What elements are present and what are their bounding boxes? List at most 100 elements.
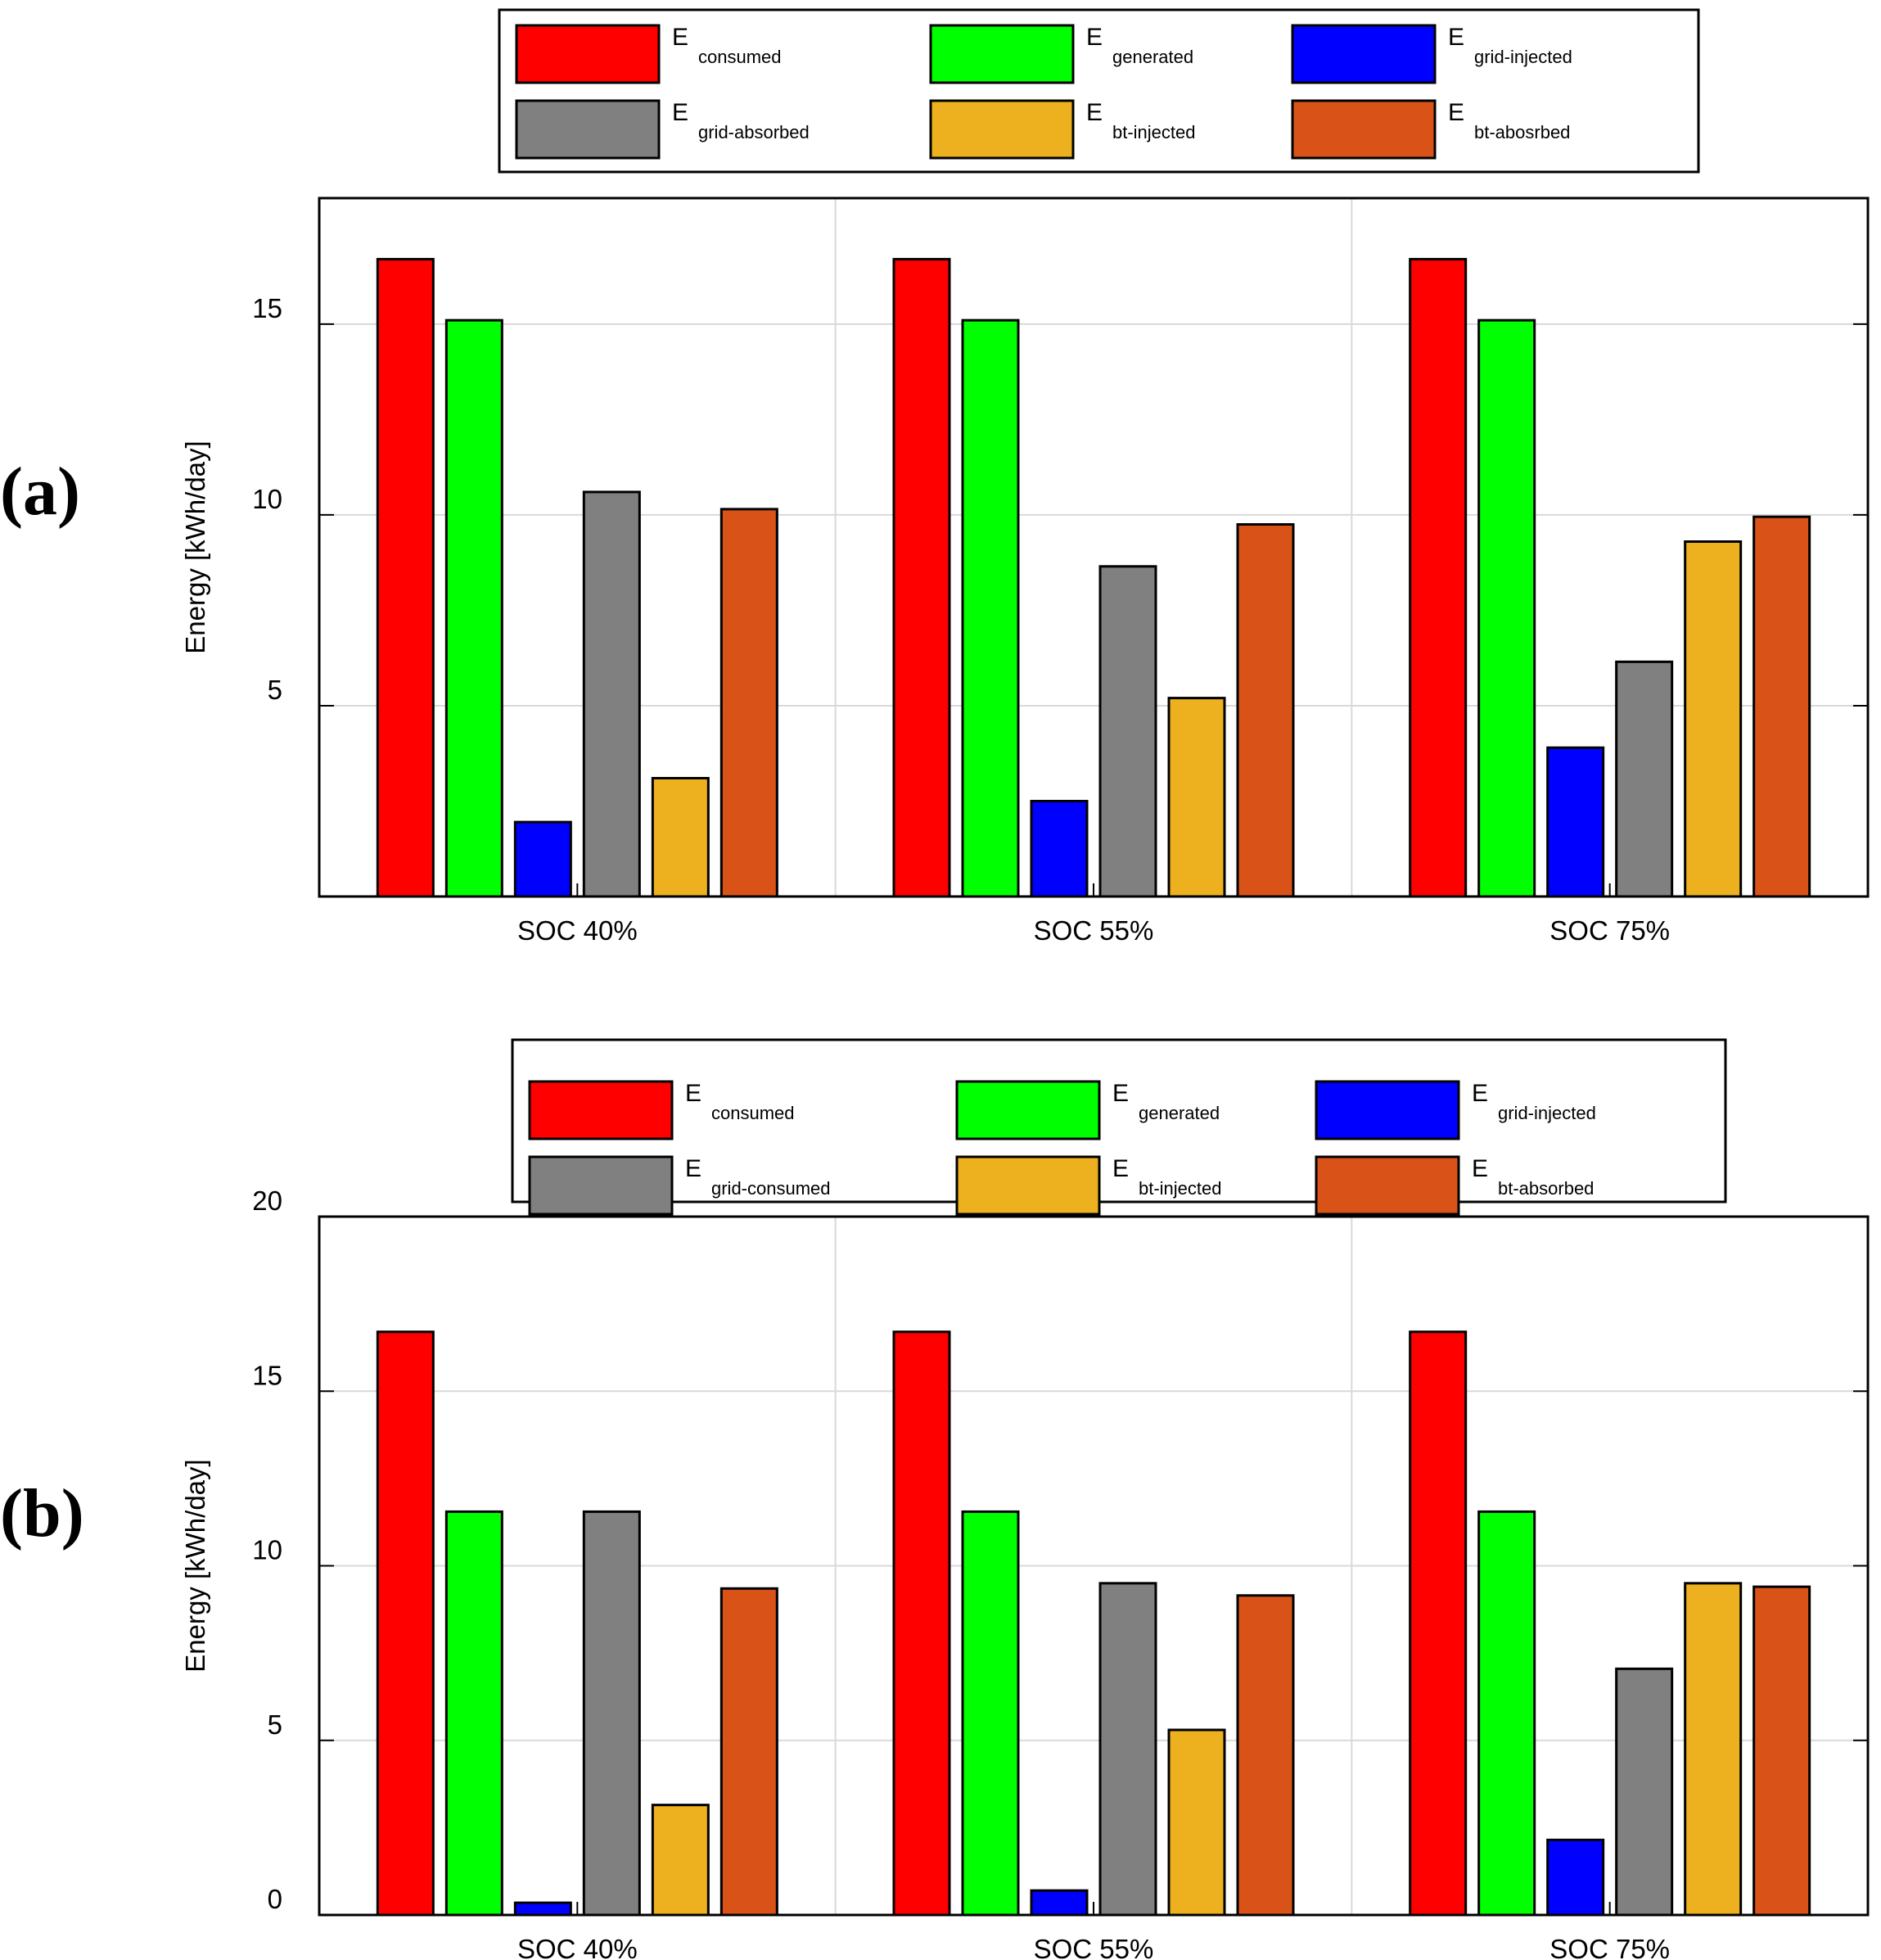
legend-label-main: E [685, 1155, 701, 1182]
legend-swatch [528, 1155, 674, 1216]
bar-consumed-soc-55- [892, 258, 951, 898]
bar-bt-injected-soc-75- [1684, 1582, 1743, 1917]
bar-generated-soc-55- [961, 1510, 1020, 1917]
legend-swatch [929, 99, 1075, 160]
legend-box [511, 1038, 1727, 1204]
x-tick-label: SOC 55% [1034, 915, 1154, 946]
bar-generated-soc-55- [961, 318, 1020, 898]
y-tick-label: 10 [252, 1535, 282, 1565]
legend-label-main: E [1086, 24, 1103, 51]
legend-swatch [515, 24, 661, 84]
bar-generated-soc-75- [1477, 1510, 1536, 1917]
legend-label-sub: consumed [711, 1103, 795, 1123]
panel-a: (a) 5 10 15 SOC 40% SOC 55% SOC 75% Energy [kWh… [0, 8, 1870, 946]
x-tick-label: SOC 40% [517, 1934, 638, 1960]
legend-label-main: E [1472, 1080, 1488, 1107]
legend: EconsumedEgeneratedEgrid-injectedEgrid-c… [511, 1038, 1727, 1216]
legend-label-sub: grid-injected [1474, 47, 1572, 67]
panel-label: (a) [0, 454, 80, 530]
bar-grid-consumed-soc-55- [1098, 1582, 1157, 1917]
legend-swatch [528, 1080, 674, 1140]
legend-item-bt-injected: Ebt-injected [929, 99, 1196, 160]
bar-grid-consumed-soc-75- [1615, 1667, 1674, 1917]
legend-label-main: E [1472, 1155, 1488, 1182]
plot-frame [318, 1215, 1870, 1917]
bar-bt-abosrbed-soc-40- [719, 508, 778, 898]
legend-label-main: E [1448, 99, 1464, 126]
legend-label-sub: grid-absorbed [698, 122, 810, 142]
y-tick-label: 15 [252, 1360, 282, 1390]
legend-swatch [1315, 1080, 1460, 1140]
bar-consumed-soc-55- [892, 1330, 951, 1917]
bar-grid-injected-soc-40- [513, 820, 572, 898]
bar-bt-injected-soc-40- [651, 1804, 710, 1917]
bar-grid-absorbed-soc-55- [1098, 565, 1157, 898]
panel-b: (b) 0 5 10 15 20 SOC 40% SOC 55% SOC 75% Energy [… [0, 1038, 1870, 1960]
legend-label-main: E [1112, 1080, 1129, 1107]
legend-swatch [515, 99, 661, 160]
bar-bt-injected-soc-40- [651, 777, 710, 898]
legend-box [498, 8, 1700, 174]
legend-label-sub: bt-absorbed [1498, 1178, 1594, 1199]
y-tick-label: 15 [252, 293, 282, 323]
bar-bt-injected-soc-55- [1167, 1728, 1226, 1917]
legend-swatch [955, 1080, 1101, 1140]
x-tick-label: SOC 75% [1549, 1934, 1670, 1960]
legend-label-main: E [672, 99, 688, 126]
bar-bt-absorbed-soc-55- [1236, 1594, 1295, 1917]
y-tick-label: 20 [252, 1185, 282, 1216]
bar-bt-injected-soc-55- [1167, 697, 1226, 898]
bar-grid-injected-soc-40- [513, 1901, 572, 1917]
y-axis-label: Energy [kWh/day] [180, 440, 210, 653]
legend-label-main: E [672, 24, 688, 51]
y-tick-label: 5 [268, 1709, 282, 1740]
legend: EconsumedEgeneratedEgrid-injectedEgrid-a… [498, 8, 1700, 174]
legend-swatch [1291, 24, 1437, 84]
bar-generated-soc-40- [444, 318, 503, 898]
legend-label-main: E [1448, 24, 1464, 51]
legend-label-main: E [1086, 99, 1103, 126]
legend-label-sub: grid-consumed [711, 1178, 831, 1199]
bar-bt-injected-soc-75- [1684, 540, 1743, 898]
bar-bt-abosrbed-soc-55- [1236, 523, 1295, 898]
legend-label-sub: generated [1139, 1103, 1220, 1123]
bar-consumed-soc-75- [1409, 258, 1468, 898]
legend-swatch [929, 24, 1075, 84]
x-tick-label: SOC 40% [517, 915, 638, 946]
bar-consumed-soc-40- [376, 258, 435, 898]
panel-label: (b) [0, 1475, 84, 1551]
legend-swatch [1315, 1155, 1460, 1216]
bar-grid-absorbed-soc-40- [582, 490, 641, 898]
bar-bt-absorbed-soc-75- [1752, 1585, 1811, 1917]
legend-item-bt-injected: Ebt-injected [955, 1155, 1222, 1216]
plot-area [319, 198, 1868, 896]
y-tick-label: 5 [268, 675, 282, 705]
bar-consumed-soc-40- [376, 1330, 435, 1917]
bar-grid-injected-soc-55- [1030, 799, 1089, 898]
legend-swatch [1291, 99, 1437, 160]
legend-label-main: E [685, 1080, 701, 1107]
bar-generated-soc-40- [444, 1510, 503, 1917]
x-tick-label: SOC 75% [1549, 915, 1670, 946]
bar-generated-soc-75- [1477, 318, 1536, 898]
legend-label-sub: grid-injected [1498, 1103, 1596, 1123]
legend-label-sub: consumed [698, 47, 782, 67]
y-tick-label: 0 [268, 1884, 282, 1914]
legend-label-sub: bt-abosrbed [1474, 122, 1570, 142]
legend-label-sub: bt-injected [1112, 122, 1196, 142]
bar-grid-injected-soc-75- [1546, 746, 1605, 898]
bar-grid-injected-soc-75- [1546, 1838, 1605, 1917]
y-tick-label: 10 [252, 484, 282, 514]
legend-label-sub: generated [1112, 47, 1193, 67]
bar-consumed-soc-75- [1409, 1330, 1468, 1917]
legend-label-main: E [1112, 1155, 1129, 1182]
